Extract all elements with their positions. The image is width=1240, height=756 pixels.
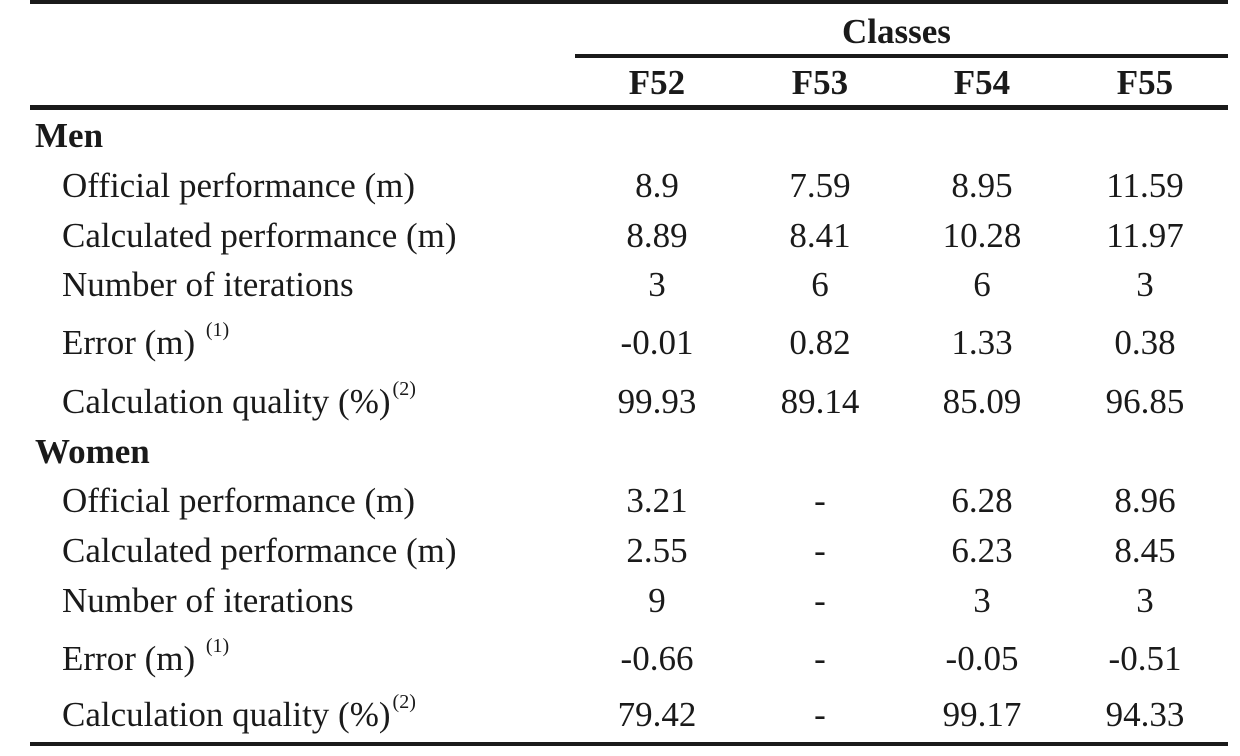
- cell-value: 7.59: [789, 166, 851, 205]
- cell-value: 94.33: [1105, 695, 1185, 734]
- cell-value: 6.23: [951, 531, 1013, 570]
- row-label: Calculated performance (m): [62, 216, 457, 255]
- footnote-marker: (1): [205, 319, 230, 341]
- cell-value: 9: [648, 581, 666, 620]
- bottom-rule: [30, 742, 1228, 746]
- cell-value: 99.93: [617, 382, 697, 421]
- cell-value: 85.09: [942, 382, 1022, 421]
- cell-value: 3: [973, 581, 991, 620]
- cell-value: 6.28: [951, 481, 1013, 520]
- row-label-text: Error (m): [62, 639, 204, 678]
- cell-value: -: [814, 695, 826, 734]
- cell-value: -: [814, 481, 826, 520]
- cell-value: 0.82: [789, 323, 851, 362]
- cell-value: 8.95: [951, 166, 1013, 205]
- cell-value: 8.9: [635, 166, 679, 205]
- footnote-marker: (2): [392, 378, 416, 400]
- cell-value: 8.89: [626, 216, 688, 255]
- cell-value: -: [814, 531, 826, 570]
- cell-value: 3.21: [626, 481, 688, 520]
- cell-value: 2.55: [626, 531, 688, 570]
- cell-value: 8.45: [1114, 531, 1176, 570]
- cell-value: 10.28: [942, 216, 1022, 255]
- row-label-with-footnote: Error (m) (1): [62, 320, 229, 362]
- footnote-marker: (1): [205, 635, 230, 657]
- cell-value: -0.66: [620, 639, 694, 678]
- column-header-f55: F55: [1116, 63, 1174, 102]
- row-label-text: Error (m): [62, 323, 204, 362]
- classes-header: Classes: [842, 12, 951, 51]
- header-rule: [30, 105, 1228, 110]
- cell-value: 0.38: [1114, 323, 1176, 362]
- row-label: Official performance (m): [62, 481, 416, 520]
- cell-value: -: [814, 639, 826, 678]
- cell-value: 96.85: [1105, 382, 1185, 421]
- row-label-text: Calculation quality (%): [62, 382, 391, 421]
- cell-value: -0.05: [945, 639, 1019, 678]
- column-header-f52: F52: [628, 63, 686, 102]
- footnote-marker: (2): [392, 691, 416, 713]
- row-label: Number of iterations: [62, 265, 354, 304]
- row-label-with-footnote: Calculation quality (%) (2): [62, 692, 416, 734]
- cell-value: 3: [648, 265, 666, 304]
- cell-value: 11.97: [1106, 216, 1184, 255]
- row-label: Official performance (m): [62, 166, 416, 205]
- cell-value: 3: [1136, 265, 1154, 304]
- cell-value: 89.14: [780, 382, 860, 421]
- cell-value: -0.01: [620, 323, 694, 362]
- cell-value: 99.17: [942, 695, 1022, 734]
- cell-value: 6: [973, 265, 991, 304]
- column-header-f53: F53: [791, 63, 849, 102]
- cell-value: -0.51: [1108, 639, 1182, 678]
- row-label-with-footnote: Error (m) (1): [62, 636, 229, 678]
- group-label-women: Women: [35, 432, 150, 471]
- cell-value: 6: [811, 265, 829, 304]
- cell-value: -: [814, 581, 826, 620]
- cell-value: 8.96: [1114, 481, 1176, 520]
- cell-value: 79.42: [617, 695, 697, 734]
- row-label: Calculated performance (m): [62, 531, 457, 570]
- cell-value: 8.41: [789, 216, 851, 255]
- top-rule: [30, 0, 1228, 4]
- cell-value: 11.59: [1106, 166, 1184, 205]
- column-header-f54: F54: [953, 63, 1011, 102]
- cell-value: 1.33: [951, 323, 1013, 362]
- cell-value: 3: [1136, 581, 1154, 620]
- group-label-men: Men: [35, 116, 104, 155]
- row-label-text: Calculation quality (%): [62, 695, 391, 734]
- row-label-with-footnote: Calculation quality (%) (2): [62, 379, 416, 421]
- classes-rule: [575, 54, 1228, 58]
- row-label: Number of iterations: [62, 581, 354, 620]
